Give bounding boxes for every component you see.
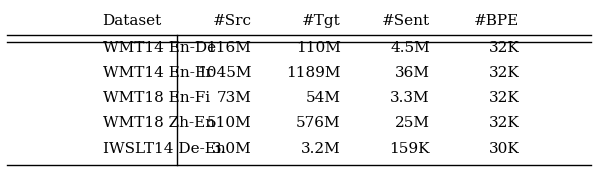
Text: #Src: #Src	[212, 14, 251, 28]
Text: 116M: 116M	[206, 41, 251, 55]
Text: 36M: 36M	[395, 66, 430, 80]
Text: WMT18 En-Fi: WMT18 En-Fi	[103, 91, 210, 105]
Text: 32K: 32K	[489, 116, 519, 130]
Text: 3.2M: 3.2M	[301, 142, 341, 156]
Text: 159K: 159K	[389, 142, 430, 156]
Text: 1045M: 1045M	[197, 66, 251, 80]
Text: 25M: 25M	[395, 116, 430, 130]
Text: 32K: 32K	[489, 66, 519, 80]
Text: 576M: 576M	[296, 116, 341, 130]
Text: 3.3M: 3.3M	[390, 91, 430, 105]
Text: #Tgt: #Tgt	[302, 14, 341, 28]
Text: 54M: 54M	[306, 91, 341, 105]
Text: #Sent: #Sent	[382, 14, 430, 28]
Text: Dataset: Dataset	[103, 14, 162, 28]
Text: 32K: 32K	[489, 91, 519, 105]
Text: WMT14 En-Fr: WMT14 En-Fr	[103, 66, 212, 80]
Text: 4.5M: 4.5M	[390, 41, 430, 55]
Text: WMT18 Zh-En: WMT18 Zh-En	[103, 116, 215, 130]
Text: IWSLT14 De-En: IWSLT14 De-En	[103, 142, 225, 156]
Text: 110M: 110M	[296, 41, 341, 55]
Text: 32K: 32K	[489, 41, 519, 55]
Text: 73M: 73M	[216, 91, 251, 105]
Text: 510M: 510M	[207, 116, 251, 130]
Text: 1189M: 1189M	[286, 66, 341, 80]
Text: #BPE: #BPE	[474, 14, 519, 28]
Text: 30K: 30K	[489, 142, 519, 156]
Text: 3.0M: 3.0M	[212, 142, 251, 156]
Text: WMT14 En-De: WMT14 En-De	[103, 41, 216, 55]
